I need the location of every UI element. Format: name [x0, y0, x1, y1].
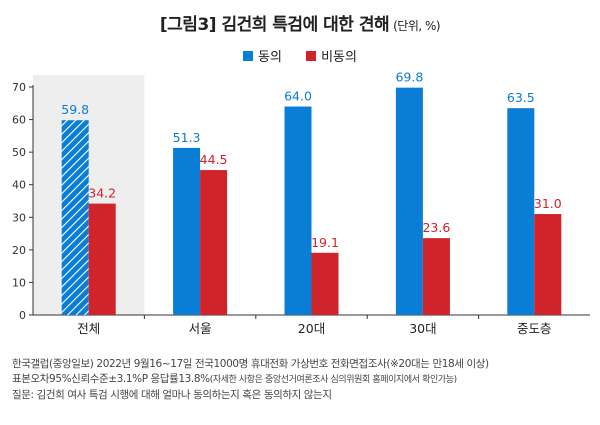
footnote-source: 한국갤럽(중앙일보) 2022년 9월16~17일 전국1000명 휴대전화 가…	[12, 358, 489, 370]
data-label-agree: 64.0	[284, 89, 312, 104]
footnote-question: 질문: 김건희 여사 특검 시행에 대해 얼마나 동의하는지 혹은 동의하지 않…	[12, 389, 332, 401]
y-tick-label: 40	[12, 179, 26, 192]
legend-swatch-agree	[243, 50, 254, 61]
bar-disagree	[534, 214, 562, 315]
footnotes: 한국갤럽(중앙일보) 2022년 9월16~17일 전국1000명 휴대전화 가…	[12, 357, 597, 403]
bar-disagree	[88, 203, 116, 315]
y-tick-label: 10	[12, 276, 26, 289]
bar-disagree	[311, 252, 339, 315]
data-label-agree: 63.5	[507, 90, 535, 105]
data-label-disagree: 19.1	[311, 235, 339, 250]
bar-agree	[173, 147, 201, 315]
legend-item-disagree: 비동의	[306, 46, 357, 65]
y-tick-label: 0	[19, 309, 26, 322]
x-tick-label: 중도층	[517, 321, 552, 336]
bar-disagree	[200, 170, 228, 315]
footnote-margin: 표본오차95%신뢰수준±3.1%P 응답률13.8%(자세한 사항은 중앙선거여…	[12, 372, 597, 388]
chart-title-text: [그림3] 김건희 특검에 대한 견해	[159, 15, 390, 35]
x-tick-label: 30대	[409, 321, 436, 336]
legend: 동의 비동의	[0, 46, 600, 65]
chart-title: [그림3] 김건희 특검에 대한 견해 (단위, %)	[0, 10, 600, 35]
x-tick-label: 20대	[298, 321, 325, 336]
y-tick-label: 50	[12, 146, 26, 159]
legend-item-agree: 동의	[243, 46, 282, 65]
y-tick-label: 30	[12, 211, 26, 224]
legend-label-agree: 동의	[258, 50, 282, 65]
footnote-margin-detail: (자세한 사항은 중앙선거여론조사 심의위원회 홈페이지에서 확인가능)	[209, 375, 457, 385]
y-tick-label: 20	[12, 244, 26, 257]
y-tick-label: 60	[12, 114, 26, 127]
bar-agree	[395, 87, 423, 315]
bar-agree	[507, 108, 535, 316]
legend-label-disagree: 비동의	[321, 50, 357, 65]
data-label-disagree: 34.2	[88, 186, 116, 201]
x-tick-label: 서울	[189, 321, 212, 336]
data-label-agree: 69.8	[395, 70, 423, 85]
data-label-disagree: 31.0	[534, 196, 562, 211]
legend-swatch-disagree	[306, 50, 317, 61]
bar-agree	[284, 106, 312, 316]
bar-disagree	[422, 238, 450, 315]
x-tick-label: 전체	[77, 321, 100, 336]
data-label-disagree: 23.6	[422, 220, 450, 235]
data-label-disagree: 44.5	[200, 152, 228, 167]
bar-chart: 0 10 20 30 40 50 60 70 59.8 34.2 전체 51.3 44.5 서울 64.0 1…	[12, 70, 590, 336]
y-tick-label: 70	[12, 81, 26, 94]
data-label-agree: 59.8	[61, 102, 89, 117]
footnote-margin-main: 표본오차95%신뢰수준±3.1%P 응답률13.8%	[12, 373, 210, 385]
unit-label: (단위, %)	[393, 19, 441, 33]
bar-agree	[61, 120, 89, 315]
data-label-agree: 51.3	[173, 130, 201, 145]
